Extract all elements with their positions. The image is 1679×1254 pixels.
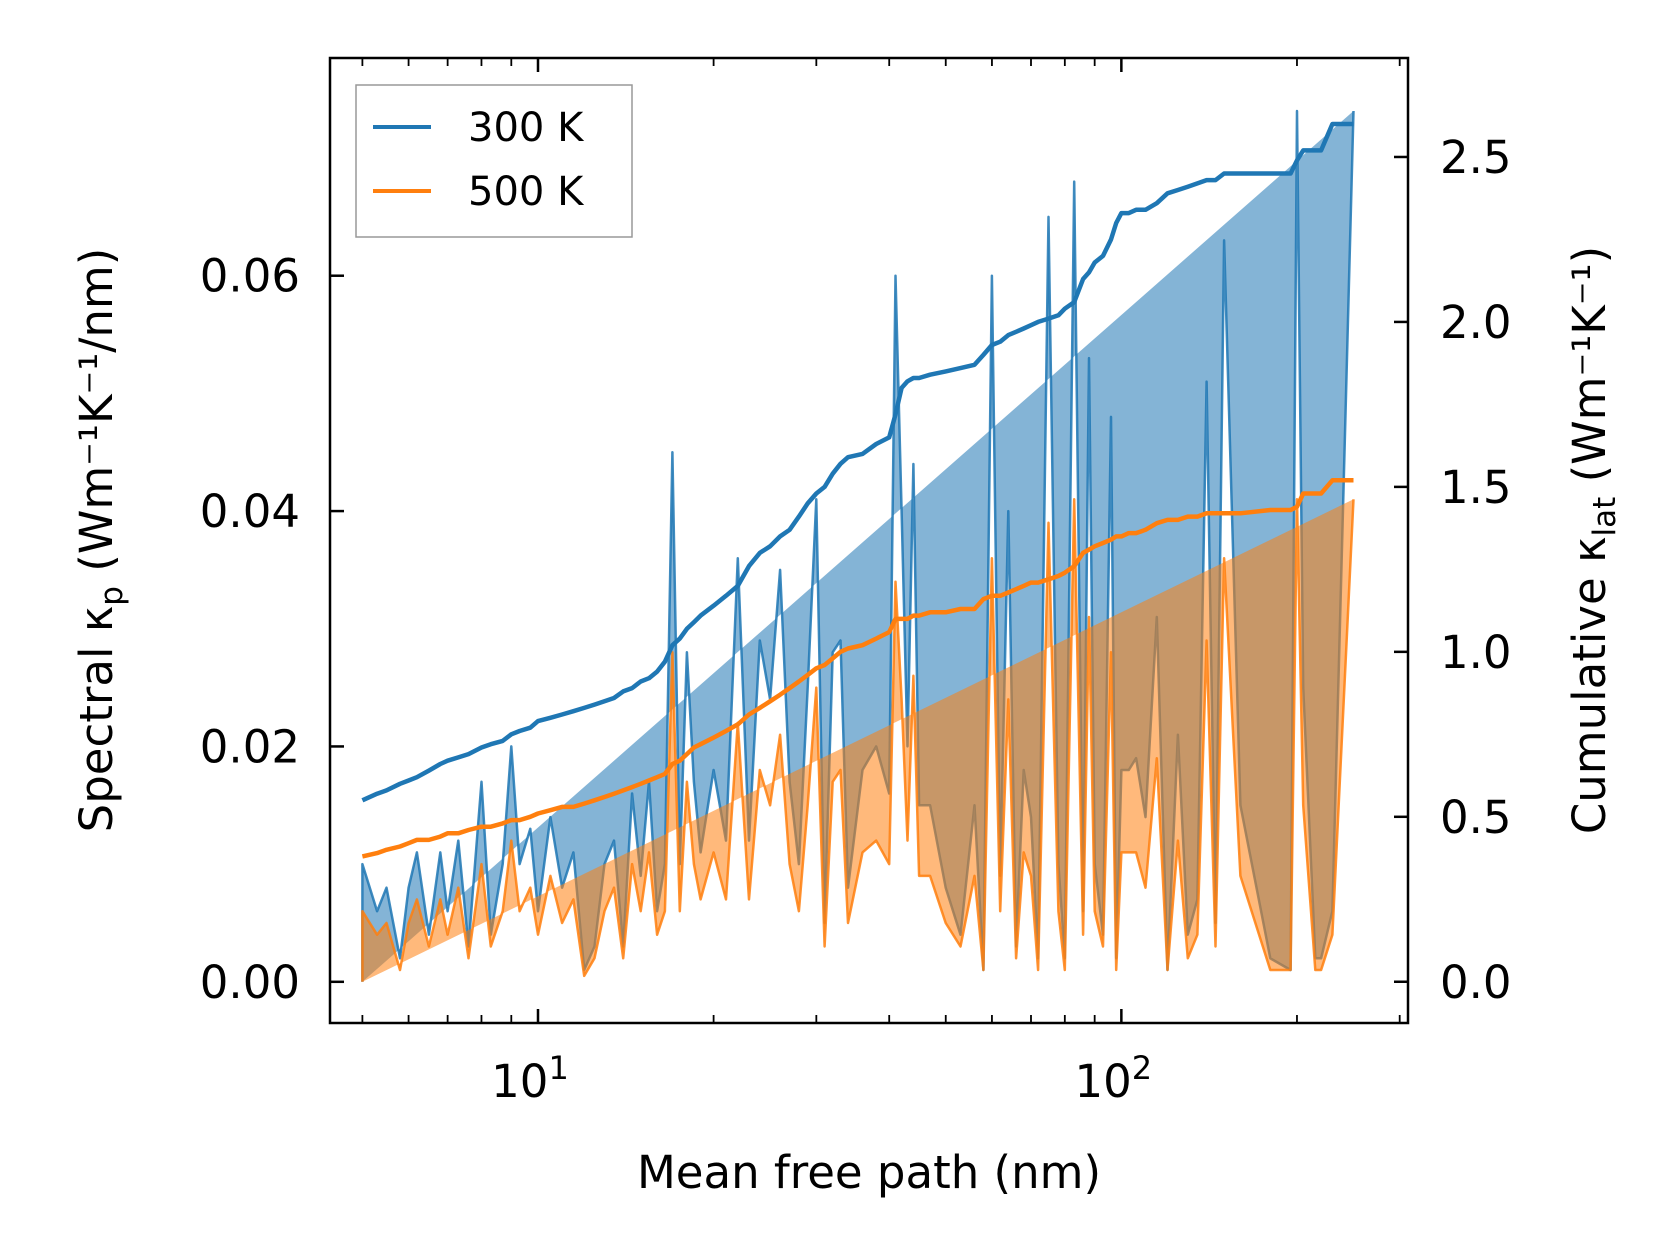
tick-layer [330,58,1408,1023]
y-right-tick-label: 1.5 [1440,461,1512,514]
y-left-title-unit: (Wm⁻¹K⁻¹/nm) [70,248,123,586]
y-left-title-sub: p [94,586,130,606]
y-right-tick-label: 2.0 [1440,296,1512,349]
y-left-axis-title: Spectral κp (Wm⁻¹K⁻¹/nm) [70,248,130,833]
y-right-axis-title: Cumulative κlat (Wm⁻¹K⁻¹) [1563,246,1623,834]
y-right-title-sub: lat [1587,497,1623,537]
legend-300k-label: 300 K [468,105,585,151]
y-left-tick-label: 0.02 [200,720,300,773]
y-right-tick-label: 2.5 [1440,131,1512,184]
y-left-tick-label: 0.04 [200,485,300,538]
y-right-title-unit: (Wm⁻¹K⁻¹) [1563,246,1616,497]
spectral-area-500k [361,498,1355,982]
y-left-title-main: Spectral κ [70,606,123,833]
cumulative-line-300k [361,121,1354,803]
line-layer [361,121,1354,859]
y-right-tick-label: 0.0 [1440,956,1512,1009]
x-tick-label-10-1: 101 [491,1049,569,1108]
legend: 300 K 500 K [355,84,633,238]
legend-500k-label: 500 K [468,169,585,215]
y-right-tick-label: 1.0 [1440,626,1512,679]
cumulative-line-500k [361,478,1354,859]
x-tick-exponent: 1 [548,1049,568,1087]
legend-box [355,84,633,238]
x-tick-exponent: 2 [1132,1049,1152,1087]
y-left-tick-label: 0.00 [200,956,300,1009]
x-tick-label-10-2: 102 [1075,1049,1153,1108]
y-right-title-main: Cumulative κ [1563,536,1616,834]
y-left-tick-label: 0.06 [200,250,300,303]
x-axis-title: Mean free path (nm) [637,1146,1101,1199]
y-right-tick-label: 0.5 [1440,791,1512,844]
plot-frame [328,56,1410,1025]
x-tick-base: 10 [491,1055,548,1108]
spectral-fill-layer [361,109,1355,982]
x-tick-base: 10 [1075,1055,1132,1108]
